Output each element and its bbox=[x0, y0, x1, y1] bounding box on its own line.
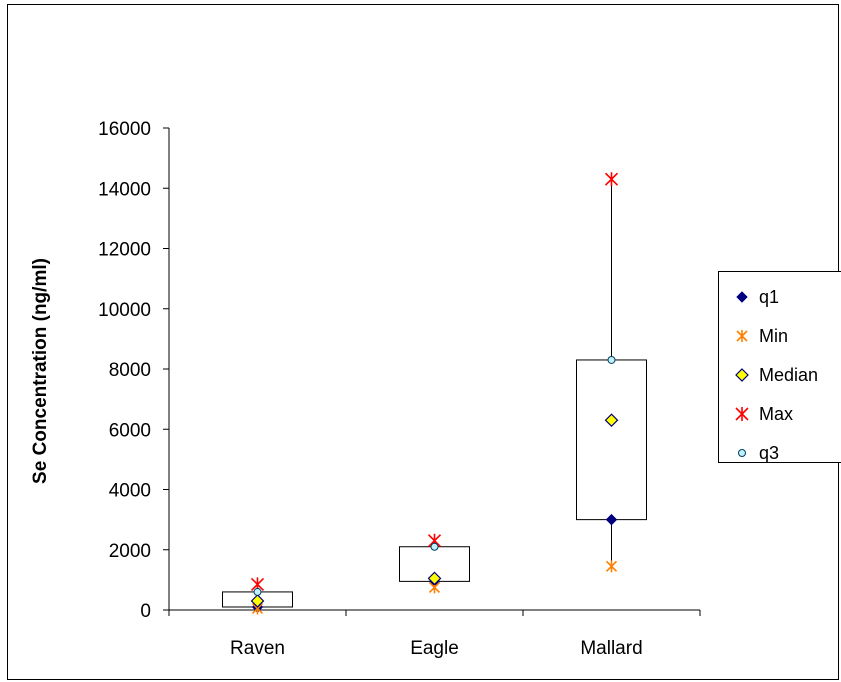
point-q3 bbox=[253, 587, 262, 596]
box bbox=[576, 359, 647, 521]
legend-label: Min bbox=[759, 325, 789, 346]
point-min bbox=[605, 560, 618, 573]
point-median bbox=[250, 594, 265, 608]
legend-item-min: Min bbox=[719, 324, 788, 348]
legend-label: q3 bbox=[759, 442, 780, 463]
y-tick-label: 10000 bbox=[98, 300, 151, 321]
x-tick-label: Raven bbox=[230, 638, 285, 659]
y-tick-label: 14000 bbox=[98, 179, 151, 200]
legend-marker-median-icon bbox=[735, 368, 749, 382]
point-q1 bbox=[605, 513, 618, 526]
y-tick-label: 2000 bbox=[109, 541, 151, 562]
y-axis-title: Se Concentration (ng/ml) bbox=[30, 258, 51, 484]
legend-item-q3: q3 bbox=[719, 441, 779, 465]
legend-marker-max-icon bbox=[735, 407, 749, 421]
y-tick-label: 4000 bbox=[109, 481, 151, 502]
y-tick-label: 12000 bbox=[98, 240, 151, 261]
y-tick-label: 16000 bbox=[98, 119, 151, 140]
legend-marker-q3-icon bbox=[738, 449, 746, 457]
legend-marker-q1-icon bbox=[736, 291, 748, 303]
legend-label: Median bbox=[759, 364, 819, 385]
y-tick-label: 0 bbox=[140, 601, 151, 622]
legend-item-max: Max bbox=[719, 402, 793, 426]
legend-marker bbox=[735, 407, 749, 421]
point-q3 bbox=[607, 355, 616, 364]
x-tick-label: Eagle bbox=[410, 638, 459, 659]
legend-item-median: Median bbox=[719, 363, 818, 387]
x-tick-label: Mallard bbox=[580, 638, 642, 659]
point-median bbox=[427, 571, 442, 586]
point-max bbox=[604, 172, 619, 187]
legend-item-q1: q1 bbox=[719, 285, 779, 309]
legend: q1 Min Median Max q3 bbox=[718, 271, 841, 463]
point-median bbox=[604, 413, 619, 428]
legend-label: Max bbox=[759, 403, 794, 424]
y-tick-label: 8000 bbox=[109, 360, 151, 381]
legend-marker bbox=[736, 291, 748, 303]
legend-marker bbox=[736, 330, 748, 342]
point-q3 bbox=[430, 542, 439, 551]
legend-marker-min-icon bbox=[736, 330, 748, 342]
legend-label: q1 bbox=[759, 286, 780, 307]
legend-marker bbox=[738, 449, 746, 457]
legend-marker bbox=[735, 368, 749, 382]
y-tick-label: 6000 bbox=[109, 420, 151, 441]
